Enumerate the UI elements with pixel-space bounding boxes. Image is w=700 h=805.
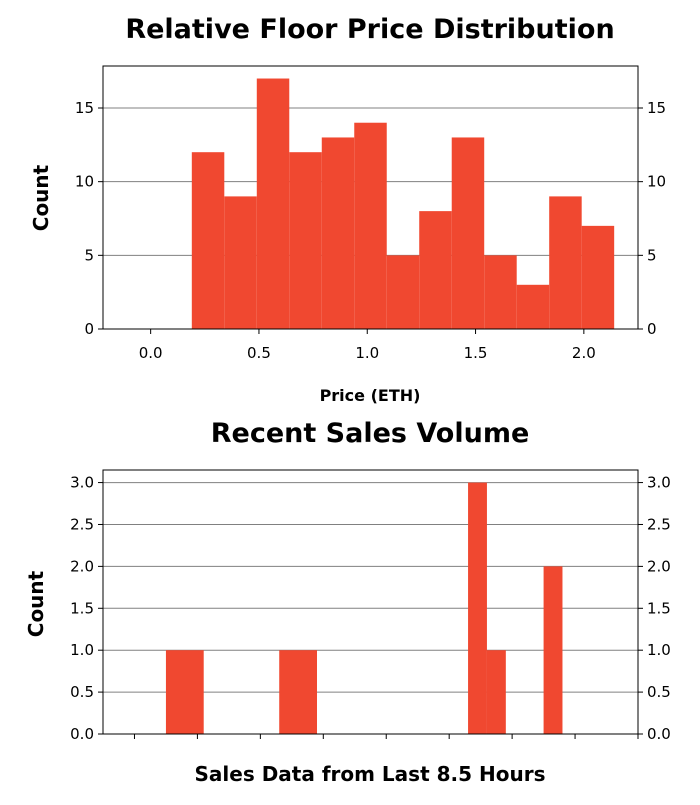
y-tick-label-left: 1.0 (70, 641, 94, 659)
x-tick-label: 0.5 (247, 344, 271, 362)
histogram-bar (224, 196, 257, 329)
chart2-ylabel: Count (24, 570, 48, 637)
histogram-bar (468, 482, 487, 734)
y-tick-label-right: 0.0 (647, 725, 671, 743)
y-tick-label-left: 2.5 (70, 515, 94, 533)
chart1-plot-frame (102, 65, 639, 330)
y-tick-label-right: 1.5 (647, 599, 671, 617)
y-tick-label-right: 10 (647, 173, 666, 191)
chart2-ticks: 0.0 0.0 0.5 0.5 1.0 1.0 1.5 1.5 2.0 2.0 2.5 2.5 3.0 3… (70, 474, 671, 743)
y-tick-label-right: 3.0 (647, 474, 671, 492)
y-tick-label-left: 5 (84, 246, 94, 264)
y-tick-label-right: 5 (647, 246, 657, 264)
y-tick-label-left: 2.0 (70, 557, 94, 575)
histogram-bar (354, 122, 387, 329)
x-tick-label: 1.0 (355, 344, 379, 362)
y-tick-label-left: 1.5 (70, 599, 94, 617)
y-tick-label-right: 0.5 (647, 683, 671, 701)
chart2-plot-frame (102, 469, 639, 735)
chart1-ticks: 0 0 5 5 10 10 15 15 0.0 0.5 1.0 1.5 2.0 (75, 99, 666, 362)
y-tick-label-right: 2.0 (647, 557, 671, 575)
y-tick-label-left: 0 (84, 320, 94, 338)
histogram-bar (289, 152, 322, 329)
chart1-ylabel: Count (29, 164, 53, 231)
y-tick-label-left: 0.5 (70, 683, 94, 701)
x-tick-label: 2.0 (572, 344, 596, 362)
y-tick-label-right: 2.5 (647, 515, 671, 533)
x-tick-label: 0.0 (139, 344, 163, 362)
chart1-title: Relative Floor Price Distribution (125, 14, 614, 45)
y-tick-label-left: 15 (75, 99, 94, 117)
y-tick-label-right: 0 (647, 320, 657, 338)
chart1-bars (191, 78, 615, 330)
chart1-xlabel: Price (ETH) (320, 386, 421, 405)
chart2-title: Recent Sales Volume (211, 418, 530, 449)
y-tick-label-left: 3.0 (70, 474, 94, 492)
histogram-bar (419, 211, 452, 329)
y-tick-label-right: 1.0 (647, 641, 671, 659)
histogram-bar (484, 255, 517, 329)
y-tick-label-left: 10 (75, 173, 94, 191)
histogram-bar (581, 225, 615, 329)
y-tick-label-left: 0.0 (70, 725, 94, 743)
histogram-bar (486, 650, 506, 734)
histogram-bar (386, 255, 420, 329)
histogram-bar (543, 566, 563, 734)
histogram-bar (549, 196, 582, 329)
chart2-bars (165, 482, 563, 734)
chart2-xlabel: Sales Data from Last 8.5 Hours (195, 762, 546, 786)
x-tick-label: 1.5 (464, 344, 488, 362)
histogram-bar (451, 137, 485, 329)
histogram-bar (516, 284, 550, 329)
histogram-bar (279, 650, 317, 734)
histogram-bar (191, 152, 225, 329)
histogram-bar (256, 78, 290, 330)
histogram-bar (165, 650, 204, 734)
y-tick-label-right: 15 (647, 99, 666, 117)
histogram-bar (321, 137, 355, 329)
